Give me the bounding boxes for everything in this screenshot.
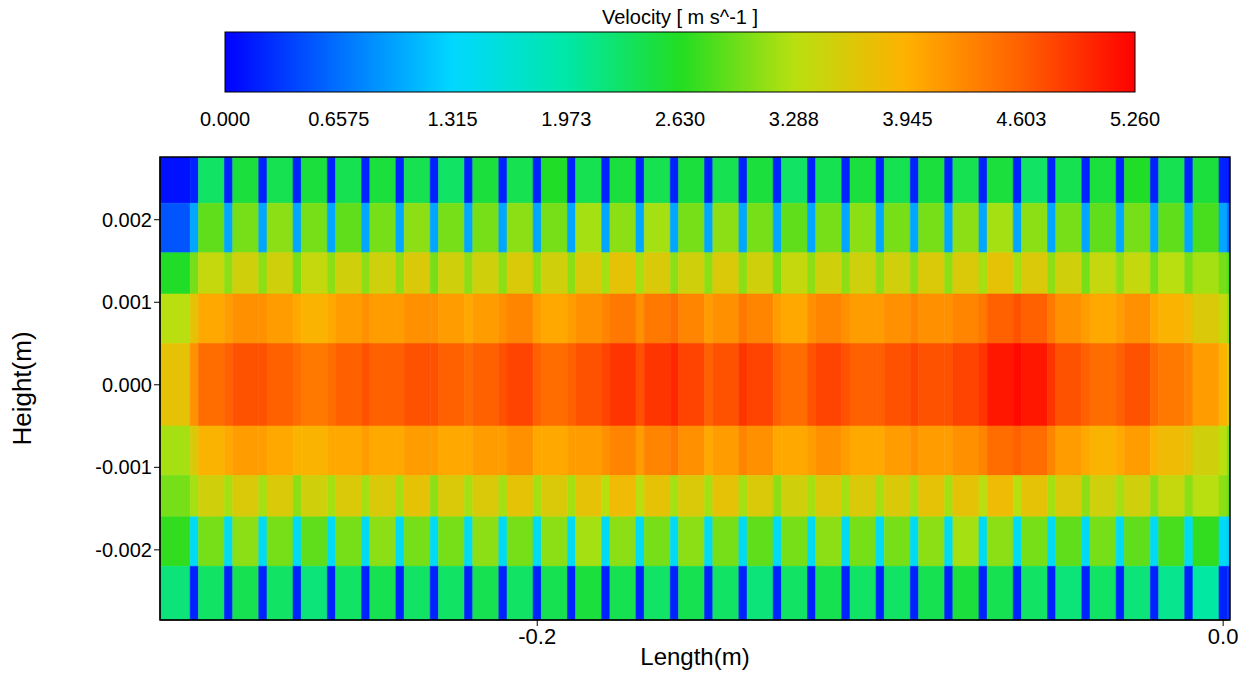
svg-text:-0.002: -0.002 — [95, 539, 152, 561]
svg-text:0.000: 0.000 — [102, 374, 152, 396]
svg-text:Height(m): Height(m) — [7, 331, 37, 445]
svg-text:0.001: 0.001 — [102, 291, 152, 313]
svg-text:1.315: 1.315 — [427, 108, 477, 130]
svg-text:0.6575: 0.6575 — [308, 108, 369, 130]
svg-text:4.603: 4.603 — [996, 108, 1046, 130]
svg-text:3.288: 3.288 — [769, 108, 819, 130]
svg-text:-0.2: -0.2 — [518, 624, 556, 649]
svg-text:2.630: 2.630 — [655, 108, 705, 130]
svg-text:1.973: 1.973 — [541, 108, 591, 130]
svg-text:5.260: 5.260 — [1110, 108, 1160, 130]
svg-text:0.000: 0.000 — [200, 108, 250, 130]
svg-text:Velocity [ m s^-1 ]: Velocity [ m s^-1 ] — [602, 6, 758, 28]
svg-text:3.945: 3.945 — [882, 108, 932, 130]
svg-text:0.0: 0.0 — [1208, 624, 1239, 649]
svg-text:Length(m): Length(m) — [640, 643, 749, 670]
svg-text:-0.001: -0.001 — [95, 456, 152, 478]
svg-text:0.002: 0.002 — [102, 209, 152, 231]
